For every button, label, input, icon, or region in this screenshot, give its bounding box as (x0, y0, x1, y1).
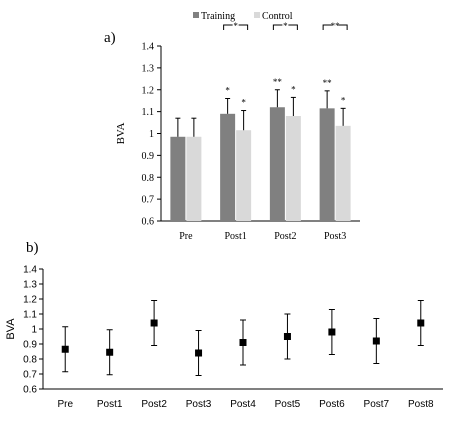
y-axis-label-a: BVA (115, 123, 127, 145)
comparison-bracket (322, 24, 348, 30)
y-tick-label-b: 1.1 (23, 310, 37, 321)
data-point (328, 328, 336, 336)
bar-control (285, 116, 301, 221)
significance-mark: * (225, 86, 230, 96)
y-tick-label-b: 0.6 (23, 385, 37, 396)
y-tick-label-a: 0.8 (142, 173, 155, 184)
data-point (372, 337, 380, 345)
y-axis-label-b: BVA (5, 318, 17, 340)
y-tick-label-b: 0.9 (23, 340, 37, 351)
y-tick-label-b: 1.3 (23, 280, 37, 291)
bar-training (170, 136, 186, 221)
comparison-mark: ** (331, 21, 341, 31)
significance-mark: ** (273, 77, 283, 87)
bar-control (186, 136, 202, 221)
y-tick-label-a: 1.1 (142, 107, 155, 118)
significance-mark: * (241, 98, 246, 108)
scatter-chart-b: 0.6 0.7 0.8 0.9 1 1.1 1.2 1.3 1.4 BVA Pre Post1 Post… (5, 265, 443, 410)
bar-control (335, 125, 351, 221)
y-tick-label-a: 1.4 (142, 42, 155, 53)
bar-training (220, 113, 236, 221)
x-tick-label-a: Pre (179, 231, 193, 242)
x-tick-label-b: Post4 (230, 399, 256, 410)
y-tick-label-b: 0.8 (23, 355, 37, 366)
x-tick-label-b: Post1 (97, 399, 123, 410)
legend-swatch-control (254, 12, 260, 18)
x-tick-label-b: Post5 (275, 399, 301, 410)
x-tick-label-a: Post1 (225, 231, 247, 242)
y-tick-label-a: 1.2 (142, 85, 155, 96)
y-tick-label-a: 1 (149, 129, 154, 140)
data-point (61, 345, 69, 353)
panel-a-label: a) (104, 30, 116, 46)
bar-training (269, 107, 285, 221)
data-point (239, 339, 247, 346)
significance-mark: ** (323, 78, 333, 88)
legend-swatch-training (193, 12, 199, 18)
x-tick-label-b: Post7 (364, 399, 390, 410)
x-tick-label-b: Pre (57, 399, 73, 410)
y-tick-label-b: 1 (31, 325, 37, 336)
legend-label-training: Training (201, 11, 235, 22)
data-point (417, 319, 425, 327)
bar-training (319, 108, 335, 221)
comparison-bracket (223, 24, 249, 30)
y-tick-label-a: 0.6 (142, 217, 155, 228)
y-tick-label-a: 0.7 (142, 195, 155, 206)
x-tick-label-a: Post3 (324, 231, 346, 242)
bar-control (236, 130, 252, 221)
data-point (195, 349, 203, 357)
x-tick-label-b: Post2 (141, 399, 167, 410)
x-tick-label-b: Post3 (186, 399, 212, 410)
x-tick-label-b: Post6 (319, 399, 345, 410)
legend-label-control: Control (262, 11, 293, 22)
significance-mark: * (291, 84, 296, 94)
comparison-bracket (272, 24, 298, 30)
y-tick-label-a: 1.3 (142, 63, 155, 74)
data-point (106, 348, 114, 356)
y-tick-label-a: 0.9 (142, 151, 155, 162)
y-tick-label-b: 1.2 (23, 295, 37, 306)
comparison-mark: * (283, 21, 288, 31)
comparison-mark: * (233, 21, 238, 31)
y-tick-label-b: 0.7 (23, 370, 37, 381)
data-point (283, 333, 291, 340)
x-tick-label-a: Post2 (274, 231, 296, 242)
data-point (150, 319, 158, 327)
significance-mark: * (341, 95, 346, 105)
panel-b-label: b) (26, 240, 39, 256)
x-tick-label-b: Post8 (408, 399, 434, 410)
y-tick-label-b: 1.4 (23, 265, 37, 276)
